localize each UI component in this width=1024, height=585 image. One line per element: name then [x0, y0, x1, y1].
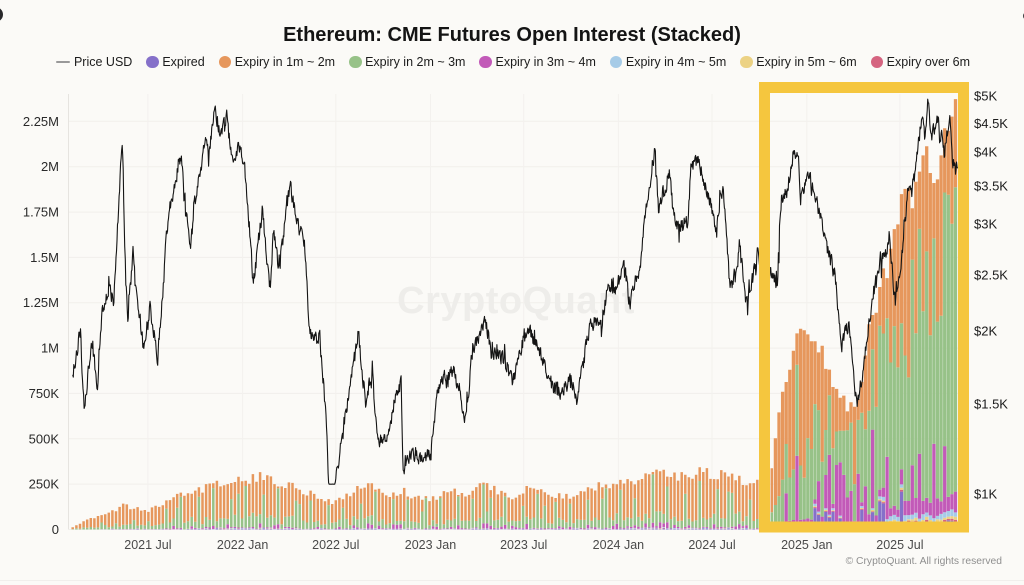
svg-text:2024 Jul: 2024 Jul: [688, 538, 735, 552]
svg-text:$4K: $4K: [974, 145, 997, 160]
svg-text:0: 0: [52, 522, 59, 537]
svg-text:CryptoQuant: CryptoQuant: [397, 280, 635, 322]
svg-text:2024 Jan: 2024 Jan: [593, 538, 644, 552]
svg-text:$2K: $2K: [974, 324, 997, 339]
svg-text:2025 Jul: 2025 Jul: [876, 538, 923, 552]
svg-text:2022 Jan: 2022 Jan: [217, 538, 268, 552]
svg-text:$1K: $1K: [974, 487, 997, 502]
svg-text:$3.5K: $3.5K: [974, 179, 1008, 194]
svg-text:750K: 750K: [29, 386, 60, 401]
svg-text:1.25M: 1.25M: [23, 295, 59, 310]
svg-text:2021 Jul: 2021 Jul: [124, 538, 171, 552]
svg-text:1.5M: 1.5M: [30, 250, 59, 265]
svg-text:500K: 500K: [29, 431, 60, 446]
svg-text:2022 Jul: 2022 Jul: [312, 538, 359, 552]
svg-text:2.25M: 2.25M: [23, 114, 59, 129]
svg-text:2023 Jan: 2023 Jan: [405, 538, 456, 552]
svg-text:$4.5K: $4.5K: [974, 116, 1008, 131]
svg-text:$5K: $5K: [974, 89, 997, 104]
svg-text:1M: 1M: [41, 341, 59, 356]
svg-text:250K: 250K: [29, 477, 60, 492]
svg-text:2023 Jul: 2023 Jul: [500, 538, 547, 552]
svg-text:$3K: $3K: [974, 217, 997, 232]
svg-text:2025 Jan: 2025 Jan: [781, 538, 832, 552]
svg-text:2M: 2M: [41, 159, 59, 174]
svg-text:$1.5K: $1.5K: [974, 397, 1008, 412]
svg-text:1.75M: 1.75M: [23, 205, 59, 220]
svg-text:$2.5K: $2.5K: [974, 268, 1008, 283]
